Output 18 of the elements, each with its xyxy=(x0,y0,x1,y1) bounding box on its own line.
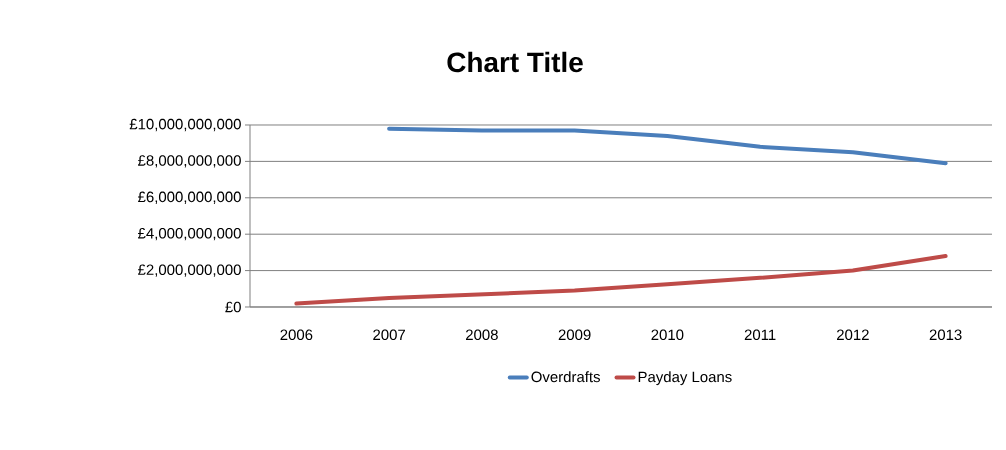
line-series xyxy=(387,126,948,166)
x-tick-label: 2009 xyxy=(558,329,591,341)
legend-label: Overdrafts xyxy=(531,371,600,383)
x-tick-label: 2008 xyxy=(466,329,498,341)
y-tick-label: £10,000,000,000 xyxy=(129,118,241,132)
x-tick-label: 2006 xyxy=(280,329,313,341)
y-tick-label: £4,000,000,000 xyxy=(138,228,241,241)
y-tick-label: £6,000,000,000 xyxy=(138,191,241,204)
legend-label: Payday Loans xyxy=(638,371,732,386)
x-tick-label: 2010 xyxy=(651,329,684,341)
x-tick-label: 2011 xyxy=(744,329,776,341)
x-tick-label: 2012 xyxy=(837,329,869,341)
x-tick-label: 2007 xyxy=(373,329,405,341)
y-tick-label: £0 xyxy=(225,301,241,313)
chart-title: Chart Title xyxy=(447,51,583,73)
y-tick-label: £2,000,000,000 xyxy=(138,264,241,277)
y-tick-label: £8,000,000,000 xyxy=(138,155,241,168)
x-tick-label: 2013 xyxy=(929,329,962,341)
